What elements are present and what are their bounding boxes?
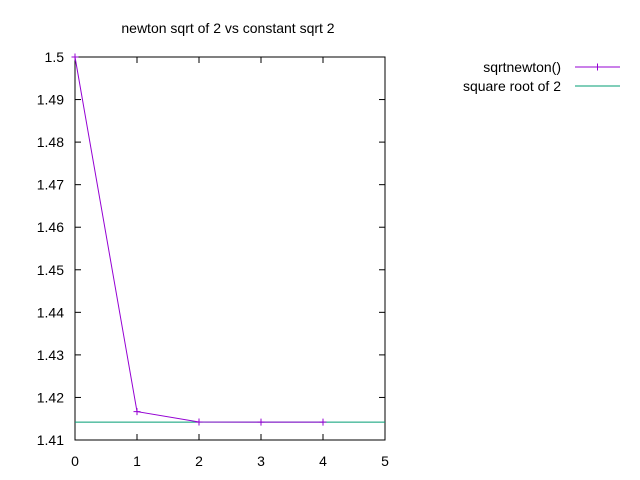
legend: sqrtnewton() square root of 2 [463,59,620,94]
chart-title: newton sqrt of 2 vs constant sqrt 2 [121,20,334,36]
y-tick-label: 1.41 [37,432,64,448]
data-point-marker [195,418,203,426]
data-point-marker [319,418,327,426]
x-tick-label: 4 [319,453,327,469]
y-tick-label: 1.44 [37,304,64,320]
plot-frame [74,56,386,441]
legend-label: square root of 2 [463,78,561,94]
legend-marker [594,63,601,71]
y-tick-label: 1.43 [37,347,64,363]
y-tick-label: 1.5 [45,49,65,65]
x-tick-label: 0 [71,453,79,469]
y-tick-label: 1.47 [37,177,64,193]
data-point-marker [257,418,265,426]
x-tick-label: 1 [133,453,141,469]
x-axis: 0 1 2 3 4 5 [71,57,389,469]
series-layer [71,53,385,426]
y-tick-label: 1.42 [37,389,64,405]
x-tick-label: 2 [195,453,203,469]
y-tick-label: 1.49 [37,92,64,108]
y-tick-label: 1.45 [37,262,64,278]
legend-label: sqrtnewton() [483,59,561,75]
data-point-marker [71,53,79,61]
series-line-sqrtnewton [74,56,323,423]
y-tick-label: 1.48 [37,134,64,150]
data-point-marker [133,408,141,416]
x-tick-label: 3 [257,453,265,469]
y-tick-label: 1.46 [37,219,64,235]
y-axis: 1.41 1.42 1.43 1.44 1.45 1.46 1.47 1.48 1.49 1.5 [37,49,385,448]
x-tick-label: 5 [381,453,389,469]
